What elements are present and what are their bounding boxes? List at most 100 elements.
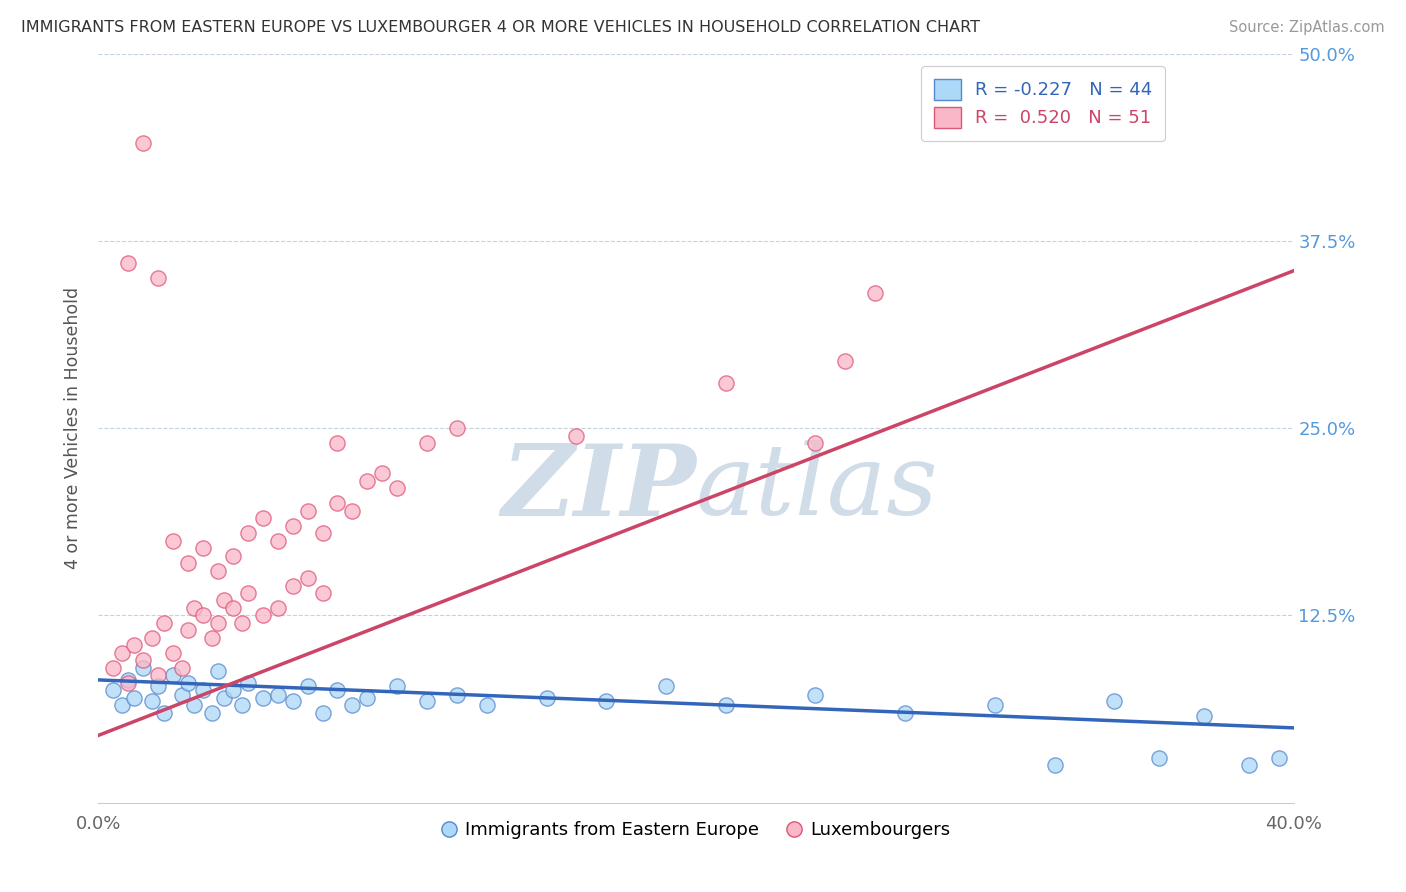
Point	[385, 481, 409, 495]
Point	[311, 526, 333, 541]
Point	[267, 688, 290, 702]
Point	[207, 615, 229, 630]
Point	[132, 661, 155, 675]
Point	[356, 690, 378, 705]
Point	[117, 676, 139, 690]
Point	[1267, 751, 1289, 765]
Point	[714, 376, 737, 391]
Point	[894, 706, 917, 720]
Point	[281, 694, 304, 708]
Point	[132, 653, 155, 667]
Point	[446, 688, 468, 702]
Point	[416, 694, 439, 708]
Point	[231, 615, 253, 630]
Point	[162, 668, 184, 682]
Point	[984, 698, 1007, 713]
Point	[252, 511, 274, 525]
Point	[162, 646, 184, 660]
Point	[804, 688, 827, 702]
Point	[326, 683, 349, 698]
Point	[804, 436, 827, 450]
Point	[183, 601, 205, 615]
Point	[162, 533, 184, 548]
Point	[236, 586, 259, 600]
Point	[416, 436, 439, 450]
Point	[714, 698, 737, 713]
Point	[1192, 709, 1215, 723]
Point	[311, 586, 333, 600]
Point	[177, 624, 200, 638]
Point	[834, 353, 856, 368]
Point	[342, 503, 364, 517]
Legend: Immigrants from Eastern Europe, Luxembourgers: Immigrants from Eastern Europe, Luxembou…	[434, 814, 957, 847]
Point	[1043, 758, 1066, 772]
Point	[111, 698, 134, 713]
Text: Source: ZipAtlas.com: Source: ZipAtlas.com	[1229, 20, 1385, 35]
Point	[252, 608, 274, 623]
Point	[148, 679, 170, 693]
Point	[281, 578, 304, 592]
Point	[1237, 758, 1260, 772]
Point	[191, 608, 214, 623]
Point	[1147, 751, 1170, 765]
Point	[172, 688, 194, 702]
Point	[595, 694, 617, 708]
Point	[385, 679, 409, 693]
Point	[297, 503, 319, 517]
Point	[124, 690, 146, 705]
Point	[297, 679, 319, 693]
Point	[103, 683, 125, 698]
Point	[212, 690, 235, 705]
Point	[231, 698, 253, 713]
Point	[141, 694, 163, 708]
Point	[153, 706, 176, 720]
Point	[183, 698, 205, 713]
Point	[267, 601, 290, 615]
Point	[371, 466, 394, 480]
Text: atlas: atlas	[696, 441, 939, 536]
Point	[311, 706, 333, 720]
Point	[252, 690, 274, 705]
Point	[117, 256, 139, 270]
Point	[111, 646, 134, 660]
Point	[565, 428, 588, 442]
Point	[191, 683, 214, 698]
Point	[177, 556, 200, 570]
Point	[148, 668, 170, 682]
Point	[1104, 694, 1126, 708]
Point	[191, 541, 214, 555]
Point	[222, 683, 245, 698]
Point	[236, 526, 259, 541]
Text: ZIP: ZIP	[501, 440, 696, 536]
Point	[141, 631, 163, 645]
Point	[212, 593, 235, 607]
Point	[148, 271, 170, 285]
Point	[236, 676, 259, 690]
Point	[207, 664, 229, 678]
Point	[475, 698, 498, 713]
Point	[356, 474, 378, 488]
Point	[207, 564, 229, 578]
Point	[153, 615, 176, 630]
Point	[222, 549, 245, 563]
Point	[103, 661, 125, 675]
Point	[536, 690, 558, 705]
Point	[117, 673, 139, 687]
Point	[267, 533, 290, 548]
Text: IMMIGRANTS FROM EASTERN EUROPE VS LUXEMBOURGER 4 OR MORE VEHICLES IN HOUSEHOLD C: IMMIGRANTS FROM EASTERN EUROPE VS LUXEMB…	[21, 20, 980, 35]
Point	[132, 136, 155, 151]
Point	[865, 286, 887, 301]
Point	[281, 518, 304, 533]
Point	[446, 421, 468, 435]
Point	[326, 436, 349, 450]
Point	[201, 706, 224, 720]
Point	[342, 698, 364, 713]
Point	[222, 601, 245, 615]
Y-axis label: 4 or more Vehicles in Household: 4 or more Vehicles in Household	[65, 287, 83, 569]
Point	[326, 496, 349, 510]
Point	[177, 676, 200, 690]
Point	[172, 661, 194, 675]
Point	[655, 679, 678, 693]
Point	[297, 571, 319, 585]
Point	[201, 631, 224, 645]
